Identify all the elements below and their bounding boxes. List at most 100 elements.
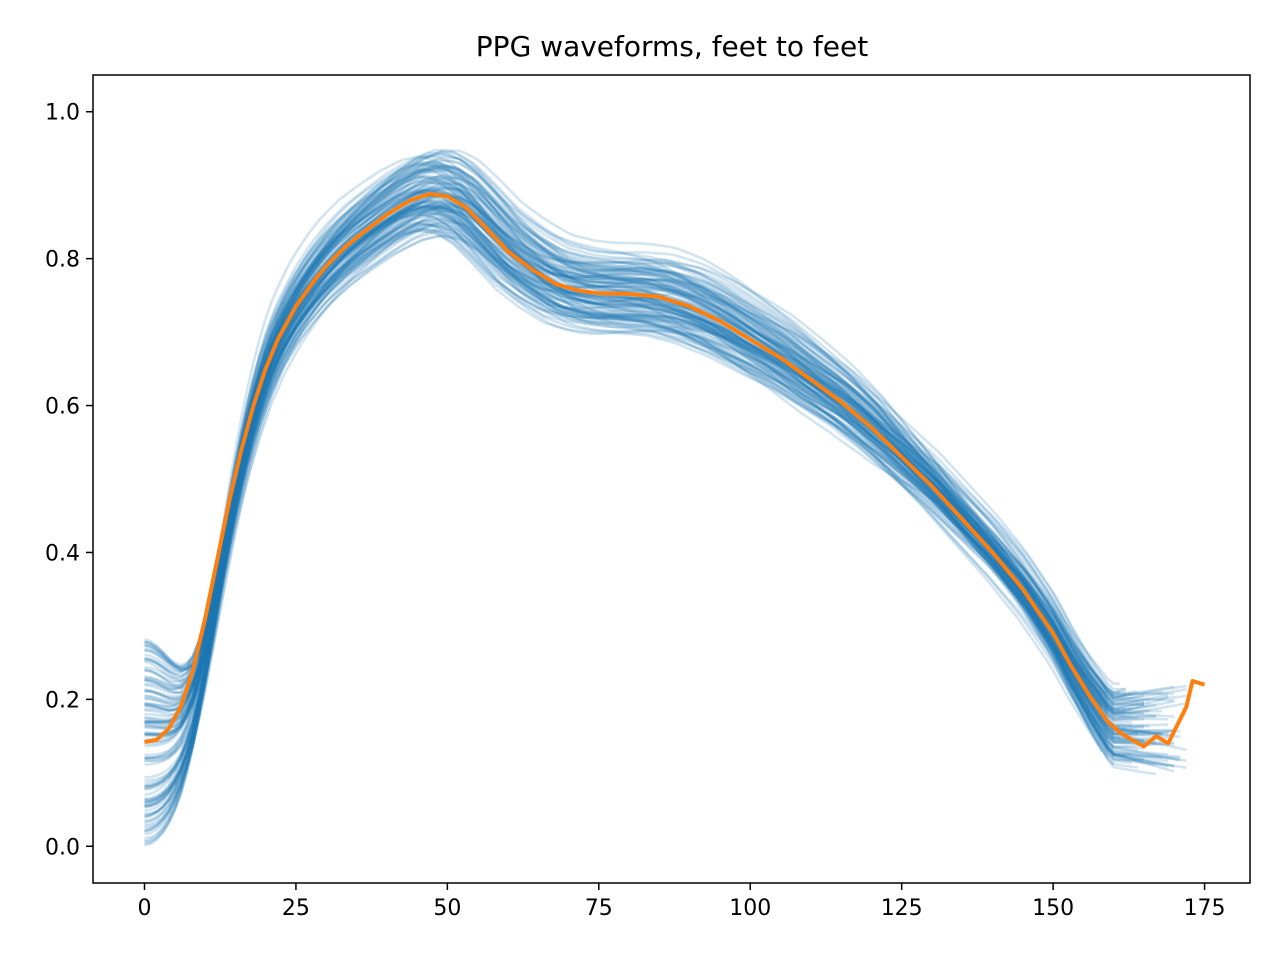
individual-waveform-line — [144, 152, 1175, 744]
individual-waveform-line — [144, 156, 1133, 765]
individual-waveform-line — [144, 204, 1133, 712]
individual-waveform-line — [144, 221, 1109, 758]
plot-frame — [92, 74, 1251, 884]
individual-waveform-line — [144, 234, 1187, 769]
individual-waveform-line — [144, 192, 1103, 712]
individual-waveform-line — [144, 210, 1109, 828]
individual-waveform-line — [144, 175, 1151, 746]
y-tick-label: 0.8 — [45, 248, 80, 273]
individual-waveform-line — [144, 176, 1138, 760]
individual-waveform-line — [144, 207, 1120, 788]
individual-waveform-line — [144, 227, 1151, 845]
individual-waveform-line — [144, 160, 1126, 718]
individual-waveform-line — [144, 212, 1187, 713]
individual-waveform-line — [144, 168, 1145, 762]
individual-waveform-line — [144, 163, 1126, 730]
individual-waveform-line — [144, 200, 1151, 736]
individual-waveform-line — [144, 180, 1139, 769]
individual-waveform-line — [144, 178, 1115, 766]
individual-waveform-line — [144, 234, 1103, 736]
individual-waveform-line — [144, 161, 1169, 756]
individual-waveform-line — [144, 191, 1163, 759]
mean-waveform-layer — [144, 192, 1206, 749]
individual-waveform-line — [144, 225, 1120, 729]
individual-waveform-line — [144, 230, 1145, 722]
y-tick-label: 0.2 — [45, 688, 80, 713]
individual-waveform-line — [144, 185, 1139, 705]
individual-waveform-line — [144, 209, 1132, 807]
individual-waveform-line — [144, 207, 1144, 797]
y-tick-label: 0.6 — [45, 395, 80, 420]
y-tick-label: 1.0 — [45, 101, 80, 126]
individual-waveform-line — [144, 205, 1115, 730]
individual-waveform-line — [144, 174, 1126, 694]
individual-waveform-line — [144, 200, 1139, 728]
individual-waveform-line — [144, 187, 1175, 702]
individual-waveform-line — [144, 193, 1163, 735]
individual-waveform-line — [144, 167, 1103, 753]
individual-waveform-line — [144, 207, 1109, 826]
individual-waveform-line — [144, 191, 1169, 727]
individual-waveform-line — [144, 210, 1169, 712]
y-tick-label: 0.0 — [45, 835, 80, 860]
individual-waveform-line — [144, 167, 1103, 740]
chart-title: PPG waveforms, feet to feet — [476, 30, 868, 63]
individual-waveform-line — [144, 204, 1169, 736]
individual-waveform-line — [144, 174, 1169, 803]
individual-waveform-line — [144, 218, 1175, 768]
individual-waveform-line — [144, 186, 1175, 808]
x-axis: 0 25 50 75 100 125 150 175 — [137, 883, 1226, 921]
individual-waveform-line — [144, 175, 1163, 808]
y-axis: 0.0 0.2 0.4 0.6 0.8 1.0 — [45, 101, 93, 860]
individual-waveform-line — [144, 148, 1175, 773]
individual-waveforms — [144, 148, 1187, 847]
individual-waveform-line — [144, 175, 1175, 832]
individual-waveform-line — [144, 151, 1145, 712]
individual-waveform-line — [144, 153, 1169, 768]
individual-waveform-line — [144, 188, 1181, 748]
y-tick-label: 0.4 — [45, 541, 80, 566]
individual-waveform-line — [144, 180, 1157, 766]
individual-waveform-line — [144, 230, 1132, 744]
individual-waveform-line — [144, 151, 1144, 706]
individual-waveform-line — [144, 166, 1139, 833]
individual-waveform-line — [144, 159, 1126, 801]
x-tick-label: 25 — [282, 896, 310, 921]
individual-waveform-line — [144, 193, 1127, 802]
individual-waveform-line — [144, 208, 1103, 760]
individual-waveform-line — [144, 188, 1175, 697]
mean-waveform-line — [144, 192, 1206, 749]
x-tick-label: 175 — [1184, 896, 1226, 921]
individual-waveform-line — [144, 227, 1169, 809]
individual-waveform-line — [144, 210, 1120, 712]
individual-waveform-line — [144, 194, 1181, 760]
individual-waveform-line — [144, 154, 1103, 760]
individual-waveform-line — [144, 199, 1157, 763]
individual-waveform-line — [144, 163, 1126, 836]
individual-waveform-line — [144, 181, 1115, 743]
individual-waveform-line — [144, 194, 1169, 760]
individual-waveform-line — [144, 194, 1103, 804]
individual-waveform-line — [144, 221, 1175, 779]
x-tick-label: 75 — [585, 896, 613, 921]
individual-waveform-line — [144, 194, 1145, 788]
x-tick-label: 150 — [1032, 896, 1074, 921]
individual-waveform-line — [144, 158, 1126, 758]
individual-waveform-line — [144, 229, 1175, 790]
individual-waveform-line — [144, 170, 1157, 817]
individual-waveform-line — [144, 149, 1103, 707]
individual-waveform-line — [144, 155, 1145, 746]
individual-waveform-line — [144, 212, 1103, 731]
individual-waveform-line — [144, 217, 1145, 743]
x-tick-label: 0 — [137, 896, 151, 921]
individual-waveform-line — [144, 167, 1103, 724]
individual-waveform-line — [144, 204, 1187, 801]
individual-waveform-line — [144, 223, 1157, 785]
individual-waveform-line — [144, 201, 1151, 716]
individual-waveform-line — [144, 223, 1144, 715]
x-tick-label: 125 — [881, 896, 923, 921]
individual-waveform-line — [144, 184, 1109, 747]
x-tick-label: 100 — [729, 896, 771, 921]
